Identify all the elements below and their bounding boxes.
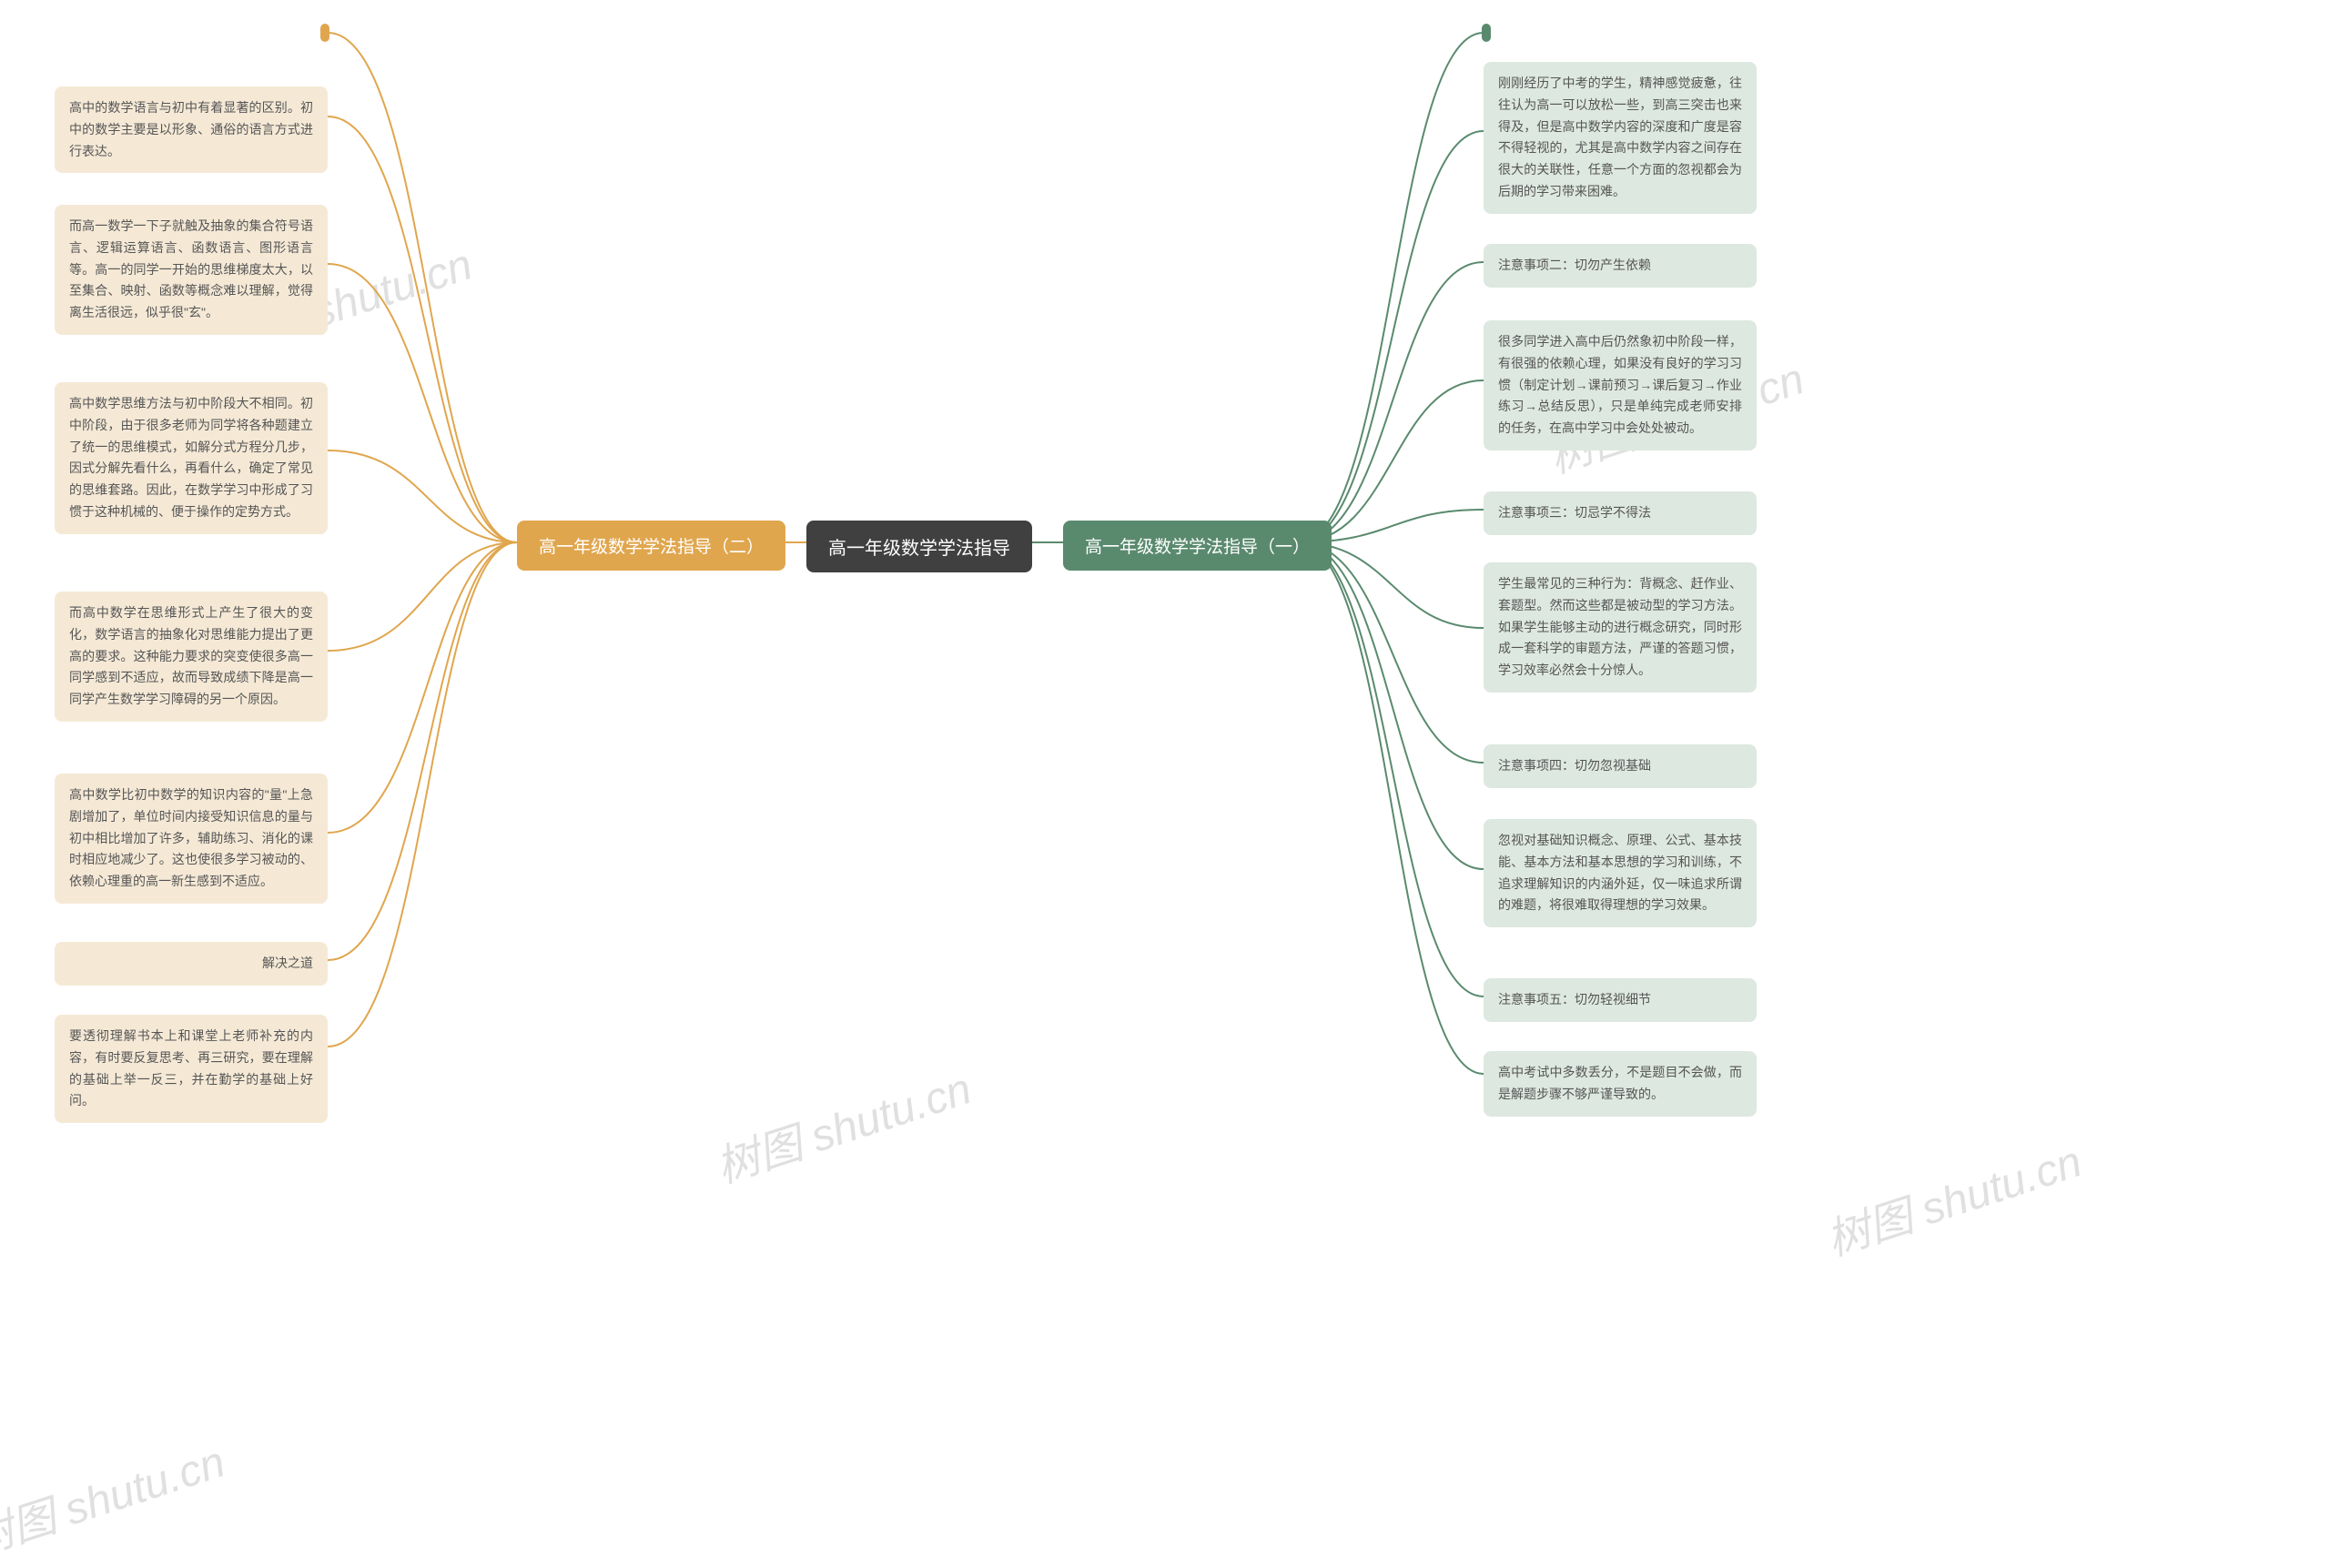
leaf-left-1[interactable]: 而高一数学一下子就触及抽象的集合符号语言、逻辑运算语言、函数语言、图形语言等。高… xyxy=(55,205,328,335)
leaf-right-2[interactable]: 很多同学进入高中后仍然象初中阶段一样，有很强的依赖心理，如果没有良好的学习习惯（… xyxy=(1484,320,1757,450)
watermark: 树图 shutu.cn xyxy=(1817,1126,2088,1268)
root-node[interactable]: 高一年级数学学法指导 xyxy=(806,521,1032,572)
leaf-right-3[interactable]: 注意事项三：切忌学不得法 xyxy=(1484,491,1757,535)
leaf-left-3[interactable]: 而高中数学在思维形式上产生了很大的变化，数学语言的抽象化对思维能力提出了更高的要… xyxy=(55,592,328,722)
connector-lines xyxy=(0,0,2330,1498)
mindmap-canvas: shutu.cn 树图 shutu.cn 树图 shutu.cn 树图 shut… xyxy=(0,0,2330,1498)
watermark: 树图 shutu.cn xyxy=(0,1426,231,1568)
leaf-left-5[interactable]: 解决之道 xyxy=(55,942,328,986)
branch-right[interactable]: 高一年级数学学法指导（一） xyxy=(1063,521,1332,571)
leaf-left-4[interactable]: 高中数学比初中数学的知识内容的"量"上急剧增加了，单位时间内接受知识信息的量与初… xyxy=(55,774,328,904)
leaf-right-0[interactable]: 刚刚经历了中考的学生，精神感觉疲惫，往往认为高一可以放松一些，到高三突击也来得及… xyxy=(1484,62,1757,214)
branch-left[interactable]: 高一年级数学学法指导（二） xyxy=(517,521,785,571)
watermark: 树图 shutu.cn xyxy=(706,1053,978,1195)
watermark: shutu.cn xyxy=(306,239,479,338)
collapse-stub xyxy=(1482,24,1491,42)
leaf-left-0[interactable]: 高中的数学语言与初中有着显著的区别。初中的数学主要是以形象、通俗的语言方式进行表… xyxy=(55,86,328,173)
leaf-right-7[interactable]: 注意事项五：切勿轻视细节 xyxy=(1484,978,1757,1022)
leaf-right-1[interactable]: 注意事项二：切勿产生依赖 xyxy=(1484,244,1757,288)
leaf-left-6[interactable]: 要透彻理解书本上和课堂上老师补充的内容，有时要反复思考、再三研究，要在理解的基础… xyxy=(55,1015,328,1123)
leaf-right-5[interactable]: 注意事项四：切勿忽视基础 xyxy=(1484,744,1757,788)
leaf-right-4[interactable]: 学生最常见的三种行为：背概念、赶作业、套题型。然而这些都是被动型的学习方法。如果… xyxy=(1484,562,1757,693)
leaf-right-6[interactable]: 忽视对基础知识概念、原理、公式、基本技能、基本方法和基本思想的学习和训练，不追求… xyxy=(1484,819,1757,927)
collapse-stub xyxy=(320,24,329,42)
leaf-right-8[interactable]: 高中考试中多数丢分，不是题目不会做，而是解题步骤不够严谨导致的。 xyxy=(1484,1051,1757,1117)
leaf-left-2[interactable]: 高中数学思维方法与初中阶段大不相同。初中阶段，由于很多老师为同学将各种题建立了统… xyxy=(55,382,328,534)
